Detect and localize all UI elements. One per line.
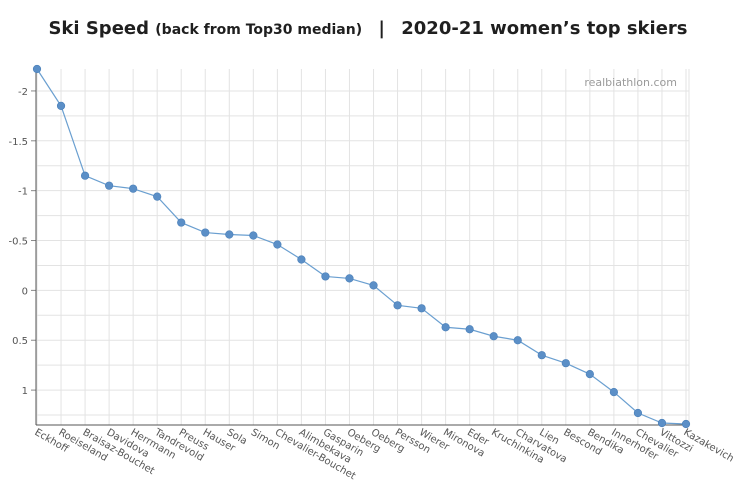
grid-layer	[36, 69, 690, 425]
data-point	[321, 272, 330, 281]
title-subtitle: (back from Top30 median)	[155, 22, 363, 38]
y-tick-label: 1	[22, 386, 28, 397]
data-point	[393, 301, 402, 310]
title-separator: |	[378, 18, 385, 39]
data-point	[225, 230, 234, 239]
y-tick-label: -2	[18, 87, 28, 98]
data-point	[609, 387, 618, 397]
axis-layer: -2 -1.5 -1 -0.5 0 0.5 1	[8, 69, 689, 426]
data-point	[177, 218, 186, 227]
data-point	[201, 228, 210, 237]
data-point	[561, 359, 570, 368]
data-point	[297, 255, 306, 264]
data-point	[56, 101, 66, 110]
series-layer	[32, 64, 691, 429]
watermark: realbiathlon.com	[584, 76, 677, 89]
y-tick-label: -1	[18, 187, 28, 198]
y-tick-label: 0.5	[12, 336, 28, 347]
y-tick-label: 0	[22, 286, 28, 297]
y-tick-label: -1.5	[8, 137, 28, 148]
data-point	[585, 370, 594, 379]
data-point	[489, 332, 498, 341]
data-point	[441, 323, 450, 332]
title-season: 2020-21 women’s top skiers	[401, 18, 688, 39]
chart-title: Ski Speed (back from Top30 median) | 202…	[0, 18, 736, 39]
data-point	[657, 418, 667, 428]
data-point	[633, 408, 643, 418]
data-point	[249, 231, 258, 240]
data-point	[369, 281, 378, 290]
data-point	[32, 64, 42, 74]
data-point	[417, 304, 426, 313]
data-point	[345, 274, 354, 283]
data-point	[513, 336, 522, 345]
series-line	[36, 68, 687, 425]
data-point	[537, 351, 546, 360]
data-point	[153, 192, 162, 201]
title-main: Ski Speed	[48, 18, 149, 39]
y-tick-label: -0.5	[8, 237, 28, 248]
data-point	[105, 181, 114, 190]
x-tick-labels: EckhoffRoeiselandBraisaz-BouchetDavidova…	[33, 427, 736, 483]
data-point	[681, 419, 691, 429]
data-point	[465, 325, 474, 334]
data-point	[273, 240, 282, 249]
data-point	[129, 184, 138, 193]
data-point	[80, 171, 90, 180]
